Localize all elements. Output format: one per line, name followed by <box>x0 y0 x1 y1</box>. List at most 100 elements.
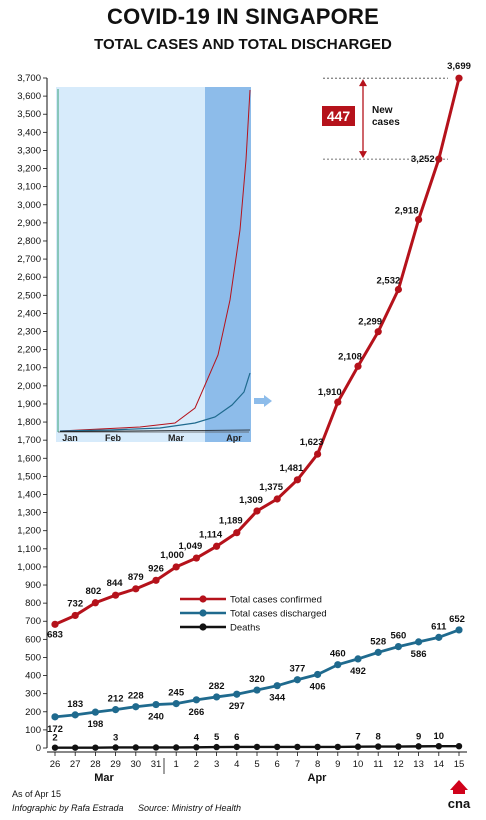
y-tick-label: 1,500 <box>17 471 41 482</box>
discharged-value-label: 282 <box>209 681 225 692</box>
inset-x-label: Apr <box>226 433 242 443</box>
deaths-point <box>294 743 301 751</box>
x-tick-label: 6 <box>275 759 280 770</box>
y-tick-label: 600 <box>25 634 41 645</box>
deaths-value-label: 7 <box>355 732 360 743</box>
discharged-point <box>314 670 322 679</box>
y-tick-label: 2,500 <box>17 290 41 301</box>
x-tick-label: 14 <box>434 759 445 770</box>
confirmed-point <box>132 585 140 593</box>
y-tick-label: 2,600 <box>17 272 41 283</box>
deaths-point <box>435 742 442 750</box>
confirmed-value-label: 2,108 <box>338 351 362 362</box>
x-tick-label: 26 <box>50 759 61 770</box>
month-label: Apr <box>308 772 328 784</box>
y-tick-label: 800 <box>25 598 41 609</box>
discharged-point <box>354 655 362 663</box>
callout-label-line1: New <box>372 105 393 116</box>
y-tick-label: 1,000 <box>17 562 41 573</box>
confirmed-value-label: 1,049 <box>179 541 203 552</box>
y-tick-label: 3,300 <box>17 145 41 156</box>
discharged-value-label: 245 <box>168 688 185 699</box>
y-tick-label: 2,400 <box>17 308 41 319</box>
deaths-point <box>51 744 59 751</box>
y-tick-label: 2,200 <box>17 345 41 356</box>
legend-label: Deaths <box>230 623 260 634</box>
discharged-point <box>273 682 281 690</box>
deaths-value-label: 5 <box>214 732 220 743</box>
x-tick-label: 8 <box>315 759 320 770</box>
discharged-value-label: 611 <box>431 621 447 632</box>
confirmed-value-label: 844 <box>107 578 124 589</box>
callout-value: 447 <box>327 108 351 124</box>
legend-swatch-point <box>199 623 207 631</box>
confirmed-point <box>334 398 342 406</box>
discharged-point <box>192 696 200 704</box>
discharged-value-label: 228 <box>128 691 144 702</box>
deaths-point <box>274 743 281 751</box>
y-tick-label: 200 <box>25 707 41 718</box>
y-tick-label: 100 <box>25 725 41 736</box>
discharged-value-label: 652 <box>449 614 465 625</box>
discharged-value-label: 240 <box>148 712 164 723</box>
month-label: Mar <box>94 772 114 784</box>
callout-arrow-up-icon <box>359 79 367 87</box>
confirmed-point <box>112 591 120 599</box>
confirmed-value-label: 1,623 <box>300 437 324 448</box>
discharged-value-label: 198 <box>87 719 103 730</box>
y-tick-label: 3,100 <box>17 182 41 193</box>
y-tick-label: 1,200 <box>17 526 41 537</box>
deaths-value-label: 6 <box>234 732 239 743</box>
confirmed-point <box>152 576 160 584</box>
deaths-point <box>395 743 402 750</box>
discharged-value-label: 212 <box>108 694 124 705</box>
discharged-value-label: 492 <box>350 666 366 677</box>
deaths-point <box>112 744 119 751</box>
legend-label: Total cases discharged <box>230 609 327 620</box>
confirmed-value-label: 2,299 <box>358 317 382 328</box>
confirmed-value-label: 1,481 <box>280 463 304 474</box>
confirmed-value-label: 802 <box>85 586 101 597</box>
confirmed-value-label: 683 <box>47 629 63 640</box>
confirmed-value-label: 1,375 <box>259 482 283 493</box>
confirmed-value-label: 3,699 <box>447 61 471 72</box>
confirmed-point <box>233 529 241 537</box>
legend-swatch-point <box>199 595 207 603</box>
discharged-point <box>152 700 160 709</box>
y-tick-label: 2,300 <box>17 327 41 338</box>
confirmed-point <box>455 74 463 82</box>
callout-label-line2: cases <box>372 117 400 128</box>
discharged-point <box>132 703 140 711</box>
chart-title: COVID-19 IN SINGAPORE <box>107 4 379 29</box>
discharged-point <box>172 700 180 708</box>
discharged-value-label: 560 <box>390 631 406 642</box>
discharged-value-label: 586 <box>411 649 427 660</box>
y-tick-label: 1,900 <box>17 399 41 410</box>
discharged-point <box>71 711 79 719</box>
discharged-value-label: 297 <box>229 701 245 712</box>
x-tick-label: 4 <box>234 759 239 770</box>
discharged-point <box>91 708 99 716</box>
confirmed-point <box>415 216 423 224</box>
discharged-point <box>455 626 463 634</box>
callout-box <box>322 106 355 126</box>
y-tick-label: 3,200 <box>17 164 41 175</box>
legend-label: Total cases confirmed <box>230 595 322 606</box>
deaths-point <box>334 743 341 751</box>
y-tick-label: 2,100 <box>17 363 41 374</box>
confirmed-point <box>213 542 221 550</box>
deaths-value-label: 4 <box>194 732 200 743</box>
y-tick-label: 700 <box>25 616 41 627</box>
y-tick-label: 3,600 <box>17 91 41 102</box>
inset-confirmed-line <box>59 89 251 432</box>
discharged-point <box>435 633 443 641</box>
y-tick-label: 2,800 <box>17 236 41 247</box>
y-tick-label: 1,100 <box>17 544 41 555</box>
x-tick-label: 11 <box>373 759 383 770</box>
inset-x-label: Jan <box>62 433 78 443</box>
deaths-point <box>72 744 79 751</box>
y-tick-label: 2,000 <box>17 381 41 392</box>
source-note: Source: Ministry of Health <box>138 803 242 813</box>
discharged-point <box>253 686 261 694</box>
discharged-point <box>293 676 301 684</box>
